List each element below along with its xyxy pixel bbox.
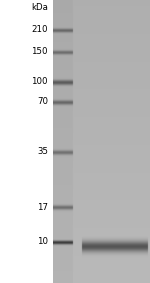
Text: 150: 150 <box>32 48 48 57</box>
Text: 10: 10 <box>37 237 48 246</box>
Text: 210: 210 <box>32 25 48 35</box>
Text: 35: 35 <box>37 147 48 156</box>
Text: 100: 100 <box>32 78 48 87</box>
Text: 70: 70 <box>37 98 48 106</box>
Text: kDa: kDa <box>31 3 48 12</box>
Text: 17: 17 <box>37 203 48 211</box>
